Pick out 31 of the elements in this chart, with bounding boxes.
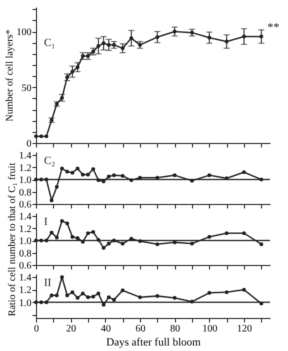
annotation: C₁ [44,37,56,49]
x-tick-label: 20 [66,324,76,334]
y-tick-label: 1.0 [19,175,32,186]
y-tick-label: 100 [16,27,32,38]
y-tick-label: 1.2 [19,285,32,296]
y-tick-label: 0.6 [19,260,32,272]
x-tick-label: 0 [34,324,39,334]
annotation: C₂ [44,155,56,167]
y-tick-label: 1.0 [19,298,32,309]
y-tick-label: 1.4 [19,212,32,223]
x-tick-label: 80 [170,324,180,334]
x-tick-label: 120 [237,324,252,334]
y-tick-label: 50 [22,82,32,94]
y-tick-label: 0.6 [19,200,32,210]
annotation: II [44,277,52,289]
y-tick-label: 1.4 [19,272,32,284]
x-tick-label: 60 [136,324,146,334]
x-tick-label: 40 [100,324,111,334]
y-tick-label: 1.2 [19,162,32,174]
x-axis-title: Days after full bloom [106,336,202,348]
y-tick-label: 0.8 [19,248,32,260]
y-tick-label: 1.4 [19,150,32,162]
x-tick-label: 100 [202,324,218,334]
y-axis-title: Number of cell layers* [4,30,16,122]
y-tick-label: 1.2 [19,224,32,235]
y-tick-label: 0.8 [19,187,32,198]
y-tick-label: 0 [26,138,32,150]
annotation: I [44,216,48,228]
y-tick-label: 1.0 [19,236,32,248]
y-axis-title: Ratio of cell number to that of C₁ fruit [7,162,18,316]
annotation: ** [267,20,280,34]
